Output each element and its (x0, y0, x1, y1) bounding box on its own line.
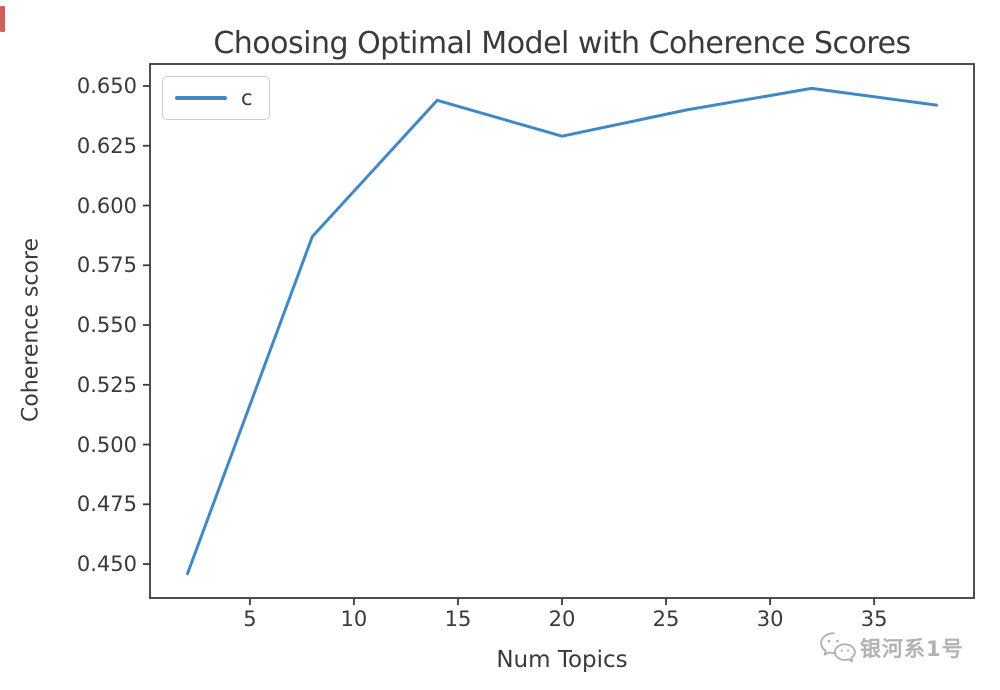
y-tick-label: 0.475 (76, 492, 137, 517)
x-tick-label: 35 (860, 607, 888, 631)
legend-label: c (241, 86, 253, 110)
y-tick-label: 0.500 (76, 432, 137, 457)
legend-line-sample (175, 96, 227, 100)
y-tick-label: 0.650 (76, 73, 137, 98)
x-tick-label: 25 (652, 607, 680, 631)
y-tick-label: 0.625 (76, 133, 137, 158)
y-tick-label: 0.525 (76, 372, 137, 397)
y-tick-label: 0.575 (76, 253, 137, 278)
x-tick-label: 20 (548, 607, 576, 631)
chart-title: Choosing Optimal Model with Coherence Sc… (213, 26, 911, 61)
x-tick-label: 15 (444, 607, 472, 631)
x-tick-label: 5 (243, 607, 257, 631)
wechat-chat-bubbles-icon (820, 632, 856, 663)
x-tick-label: 10 (340, 607, 368, 631)
x-tick-label: 30 (756, 607, 784, 631)
watermark-text: 银河系1号 (860, 637, 964, 661)
y-tick-label: 0.450 (76, 552, 137, 577)
red-artifact-mark (0, 6, 5, 32)
x-axis-label: Num Topics (496, 647, 628, 673)
legend: c (162, 76, 270, 120)
plot-spines (149, 63, 975, 599)
y-tick-label: 0.550 (76, 313, 137, 338)
line-series-c (186, 86, 938, 576)
y-tick-label: 0.600 (76, 193, 137, 218)
watermark: 银河系1号 (819, 630, 964, 666)
